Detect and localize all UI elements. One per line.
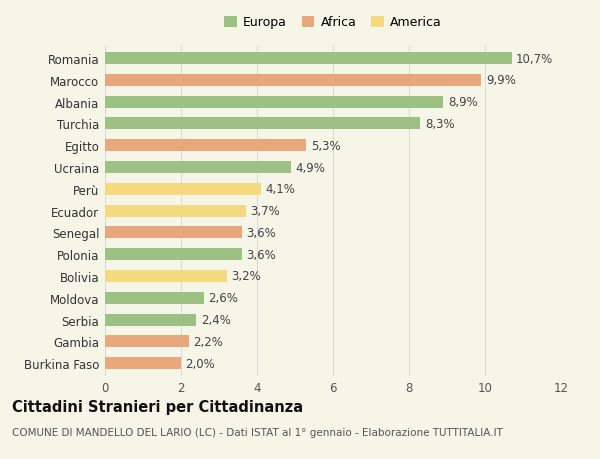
Bar [105, 292, 204, 304]
Bar [105, 96, 443, 108]
Text: 3,6%: 3,6% [247, 226, 276, 239]
Text: 8,9%: 8,9% [448, 96, 478, 109]
Bar [105, 336, 188, 347]
Text: 2,6%: 2,6% [208, 291, 238, 305]
Text: 8,3%: 8,3% [425, 118, 455, 131]
Text: COMUNE DI MANDELLO DEL LARIO (LC) - Dati ISTAT al 1° gennaio - Elaborazione TUTT: COMUNE DI MANDELLO DEL LARIO (LC) - Dati… [12, 427, 503, 437]
Legend: Europa, Africa, America: Europa, Africa, America [220, 12, 446, 33]
Bar [105, 314, 196, 326]
Bar [105, 118, 421, 130]
Bar [105, 249, 242, 261]
Text: 5,3%: 5,3% [311, 140, 341, 152]
Bar [105, 75, 481, 87]
Bar [105, 184, 261, 196]
Text: 4,9%: 4,9% [296, 161, 326, 174]
Text: 2,4%: 2,4% [201, 313, 230, 326]
Text: 2,0%: 2,0% [185, 357, 215, 370]
Bar [105, 53, 512, 65]
Bar [105, 162, 291, 174]
Text: 10,7%: 10,7% [516, 52, 553, 66]
Bar [105, 358, 181, 369]
Text: Cittadini Stranieri per Cittadinanza: Cittadini Stranieri per Cittadinanza [12, 399, 303, 414]
Text: 3,2%: 3,2% [231, 270, 261, 283]
Bar [105, 205, 245, 217]
Text: 4,1%: 4,1% [265, 183, 295, 196]
Bar [105, 270, 227, 282]
Bar [105, 227, 242, 239]
Bar [105, 140, 307, 152]
Text: 2,2%: 2,2% [193, 335, 223, 348]
Text: 9,9%: 9,9% [486, 74, 515, 87]
Text: 3,6%: 3,6% [247, 248, 276, 261]
Text: 3,7%: 3,7% [250, 205, 280, 218]
